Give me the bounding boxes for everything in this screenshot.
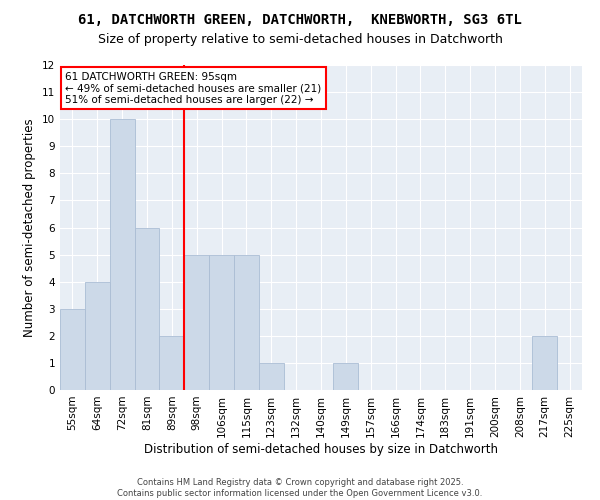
- Bar: [209, 254, 234, 390]
- Bar: [85, 282, 110, 390]
- Bar: [234, 254, 259, 390]
- Bar: [184, 254, 209, 390]
- Text: Contains HM Land Registry data © Crown copyright and database right 2025.
Contai: Contains HM Land Registry data © Crown c…: [118, 478, 482, 498]
- Bar: [532, 336, 557, 390]
- Bar: [259, 363, 284, 390]
- Text: Size of property relative to semi-detached houses in Datchworth: Size of property relative to semi-detach…: [98, 32, 502, 46]
- Bar: [160, 336, 184, 390]
- X-axis label: Distribution of semi-detached houses by size in Datchworth: Distribution of semi-detached houses by …: [144, 442, 498, 456]
- Bar: [60, 308, 85, 390]
- Text: 61 DATCHWORTH GREEN: 95sqm
← 49% of semi-detached houses are smaller (21)
51% of: 61 DATCHWORTH GREEN: 95sqm ← 49% of semi…: [65, 72, 322, 104]
- Bar: [134, 228, 160, 390]
- Bar: [110, 119, 134, 390]
- Y-axis label: Number of semi-detached properties: Number of semi-detached properties: [23, 118, 37, 337]
- Text: 61, DATCHWORTH GREEN, DATCHWORTH,  KNEBWORTH, SG3 6TL: 61, DATCHWORTH GREEN, DATCHWORTH, KNEBWO…: [78, 12, 522, 26]
- Bar: [334, 363, 358, 390]
